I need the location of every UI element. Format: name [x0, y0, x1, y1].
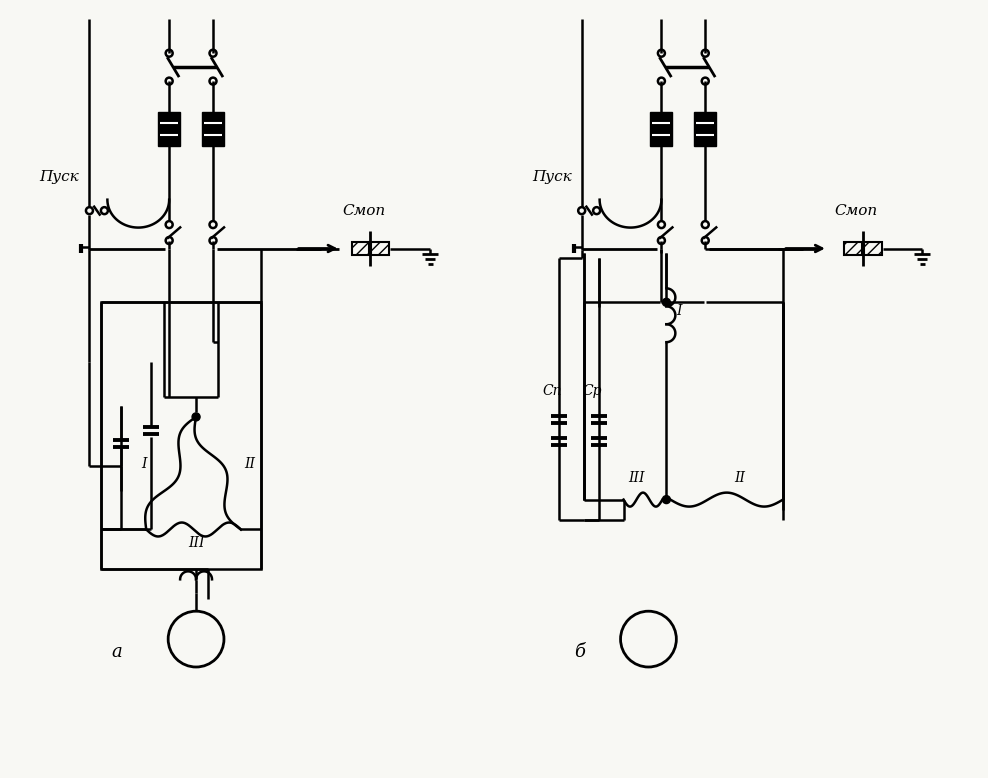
Bar — [102, 303, 261, 569]
Bar — [844, 241, 862, 255]
Bar — [371, 241, 389, 255]
Text: Смоп: Смоп — [343, 204, 385, 218]
Text: Cп: Cп — [542, 384, 562, 398]
Text: Пуск: Пуск — [40, 170, 79, 184]
Circle shape — [662, 298, 671, 307]
Bar — [695, 112, 716, 145]
Text: III: III — [628, 471, 645, 485]
Text: Cр: Cр — [583, 384, 602, 398]
Text: Смоп: Смоп — [835, 204, 878, 218]
Text: I: I — [141, 457, 147, 471]
Text: I: I — [677, 304, 682, 318]
Bar — [650, 112, 673, 145]
Text: III: III — [188, 537, 205, 550]
Text: a: a — [112, 643, 123, 661]
Text: II: II — [244, 457, 255, 471]
Bar — [864, 241, 881, 255]
Text: б: б — [574, 643, 585, 661]
Bar — [352, 241, 370, 255]
Bar — [158, 112, 180, 145]
Text: Пуск: Пуск — [532, 170, 572, 184]
Circle shape — [662, 496, 671, 503]
Circle shape — [192, 413, 200, 421]
Text: II: II — [734, 471, 745, 485]
Bar — [203, 112, 224, 145]
